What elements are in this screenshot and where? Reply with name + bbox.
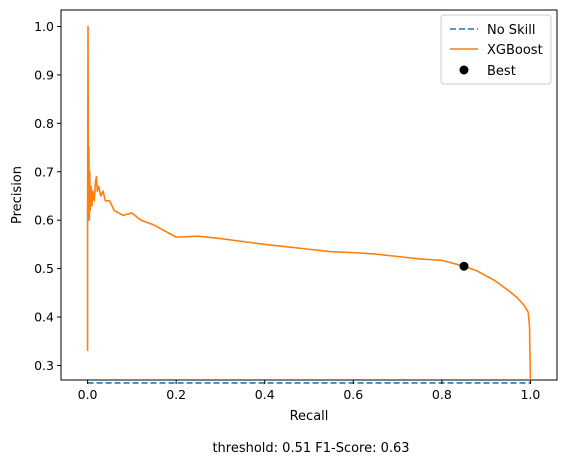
x-axis-label: Recall: [290, 409, 329, 424]
y-tick-label: 0.8: [34, 116, 54, 131]
y-tick-label: 0.7: [34, 164, 54, 179]
legend-best-label: Best: [487, 64, 516, 79]
x-tick-label: 0.6: [343, 387, 363, 402]
series-layer: [86, 25, 532, 384]
legend-best-marker: [459, 65, 469, 75]
y-tick-label: 0.6: [34, 213, 54, 228]
y-tick-label: 1.0: [34, 19, 54, 34]
legend: No Skill XGBoost Best: [440, 14, 552, 85]
y-tick-label: 0.5: [34, 261, 54, 276]
y-tick-label: 0.9: [34, 67, 54, 82]
legend-xgboost-label: XGBoost: [487, 43, 543, 58]
x-tick-label: 1.0: [520, 387, 540, 402]
legend-frame: [440, 14, 552, 85]
legend-no-skill-label: No Skill: [487, 23, 535, 38]
x-tick-label: 0.2: [166, 387, 186, 402]
xgboost-line: [86, 25, 532, 383]
threshold-f1-annotation: threshold: 0.51 F1-Score: 0.63: [212, 441, 409, 456]
x-tick-label: 0.0: [78, 387, 98, 402]
y-axis-label: Precision: [10, 166, 25, 224]
best-point-marker: [459, 261, 469, 271]
y-tick-label: 0.4: [34, 310, 54, 325]
x-tick-label: 0.8: [432, 387, 452, 402]
y-axis-ticks: 0.3 0.4 0.5 0.6 0.7 0.8 0.9 1.0: [34, 19, 61, 373]
x-tick-label: 0.4: [255, 387, 275, 402]
x-axis-ticks: 0.0 0.2 0.4 0.6 0.8 1.0: [78, 380, 540, 402]
y-tick-label: 0.3: [34, 358, 54, 373]
